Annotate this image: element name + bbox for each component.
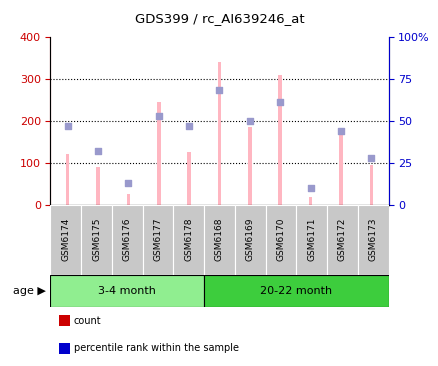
Point	[155, 113, 162, 119]
Bar	[326, 205, 357, 274]
Bar	[204, 205, 234, 274]
Bar	[296, 205, 326, 274]
Bar	[234, 205, 265, 274]
Bar	[96, 167, 99, 205]
Text: GSM6172: GSM6172	[337, 218, 346, 261]
Point	[64, 123, 71, 129]
Bar	[66, 154, 69, 205]
Point	[246, 118, 253, 124]
Point	[94, 148, 101, 154]
Text: GSM6170: GSM6170	[276, 218, 285, 261]
Bar	[173, 205, 204, 274]
Bar	[142, 205, 173, 274]
Bar	[217, 62, 221, 205]
Point	[367, 155, 374, 161]
Point	[124, 180, 131, 186]
Point	[215, 87, 223, 93]
Bar	[204, 274, 388, 307]
Text: percentile rank within the sample: percentile rank within the sample	[74, 343, 238, 354]
Bar	[81, 205, 112, 274]
Bar	[308, 197, 312, 205]
Bar	[112, 205, 142, 274]
Text: GSM6176: GSM6176	[123, 218, 131, 261]
Point	[185, 123, 192, 129]
Bar	[339, 133, 342, 205]
Text: GSM6174: GSM6174	[61, 218, 70, 261]
Text: GSM6169: GSM6169	[245, 218, 254, 261]
Text: age ▶: age ▶	[13, 286, 46, 296]
Bar	[369, 165, 372, 205]
Text: GSM6175: GSM6175	[92, 218, 101, 261]
Text: GSM6173: GSM6173	[368, 218, 377, 261]
Text: 20-22 month: 20-22 month	[260, 286, 332, 296]
Point	[307, 185, 314, 191]
Bar	[187, 152, 191, 205]
Bar	[278, 75, 281, 205]
Bar	[247, 127, 251, 205]
Bar	[357, 205, 388, 274]
Text: GSM6171: GSM6171	[307, 218, 315, 261]
Text: GSM6177: GSM6177	[153, 218, 162, 261]
Bar	[265, 205, 296, 274]
Text: GSM6178: GSM6178	[184, 218, 193, 261]
Bar	[50, 205, 81, 274]
Bar	[157, 102, 160, 205]
Text: GDS399 / rc_AI639246_at: GDS399 / rc_AI639246_at	[134, 12, 304, 25]
Text: GSM6168: GSM6168	[215, 218, 223, 261]
Point	[276, 99, 283, 105]
Text: count: count	[74, 316, 101, 326]
Point	[337, 128, 344, 134]
Bar	[126, 194, 130, 205]
Text: 3-4 month: 3-4 month	[98, 286, 156, 296]
Bar	[50, 274, 204, 307]
